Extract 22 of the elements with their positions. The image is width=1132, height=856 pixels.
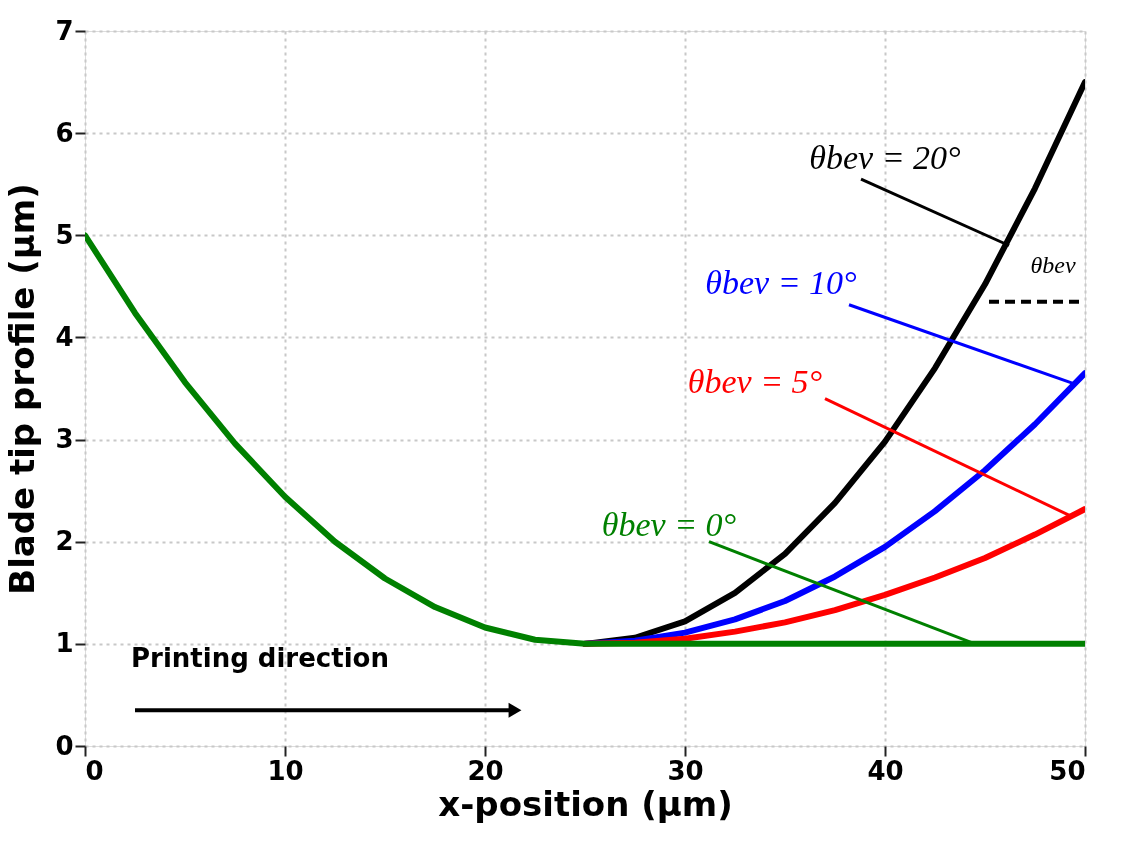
annotation: θbev = 10° [705, 264, 858, 302]
annotation: θbev = 20° [809, 138, 962, 176]
y-tick-label: 5 [55, 219, 74, 250]
annotation: θbev [1030, 251, 1076, 278]
annotation: θbev = 0° [601, 506, 737, 544]
annotation: θbev = 5° [687, 363, 823, 401]
annotation: Printing direction [131, 643, 389, 674]
x-axis-title: x-position (μm) [438, 783, 733, 824]
y-tick-label: 6 [55, 117, 74, 148]
x-tick-label: 50 [1049, 755, 1086, 786]
x-tick-label: 10 [267, 755, 304, 786]
y-tick-label: 2 [55, 526, 74, 557]
y-tick-label: 1 [55, 628, 74, 659]
y-tick-label: 3 [55, 424, 74, 455]
y-axis-title: Blade tip profile (μm) [2, 183, 43, 595]
y-tick-label: 4 [55, 321, 74, 352]
y-tick-label: 0 [55, 730, 74, 761]
x-tick-label: 0 [85, 755, 104, 786]
x-tick-label: 20 [467, 755, 504, 786]
y-tick-label: 7 [55, 15, 74, 46]
x-tick-label: 30 [667, 755, 704, 786]
x-tick-label: 40 [867, 755, 904, 786]
